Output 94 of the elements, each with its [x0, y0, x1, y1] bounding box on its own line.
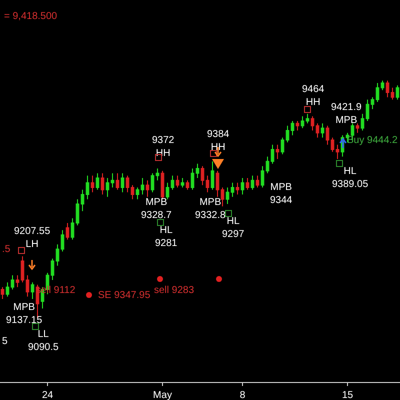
- candlestick: [366, 99, 370, 122]
- candlestick: [120, 172, 124, 193]
- candlestick: [230, 182, 234, 198]
- candlestick: [206, 175, 210, 193]
- candlestick: [6, 282, 10, 298]
- candlestick: [140, 177, 144, 196]
- candlestick: [166, 182, 170, 200]
- candlestick: [336, 144, 340, 160]
- candlestick: [60, 230, 64, 252]
- candlestick: [100, 172, 104, 196]
- annotation: 9421.9 MPB: [331, 102, 362, 126]
- candlestick: [20, 256, 24, 283]
- candlestick: [270, 144, 274, 164]
- x-tick-label: 15: [342, 390, 354, 400]
- candlestick: [250, 175, 254, 190]
- candlestick: [260, 166, 264, 188]
- candlestick: [70, 218, 74, 240]
- annotation: HL 9281: [155, 225, 178, 249]
- candlestick: [190, 168, 194, 190]
- candlestick: [170, 175, 174, 190]
- candlestick: [196, 163, 200, 178]
- candlestick: [370, 96, 374, 110]
- annotation: 9207.55 LH: [14, 226, 51, 250]
- text: 5: [2, 336, 8, 347]
- candlestick: [296, 120, 300, 131]
- candlestick: [156, 168, 160, 181]
- candlestick: [146, 180, 150, 198]
- x-tick-label: 8: [240, 390, 246, 400]
- candlestick: [326, 125, 330, 146]
- candlestick: [16, 274, 20, 288]
- candlestick: [256, 175, 260, 188]
- annotation: SE 9347.95: [98, 290, 151, 301]
- annotation: sell 9283: [154, 285, 194, 296]
- candlestick: [90, 175, 94, 193]
- candlestick: [210, 160, 214, 190]
- candlestick: [180, 177, 184, 188]
- candlestick: [246, 177, 250, 190]
- candlestick: [240, 177, 244, 196]
- annotation: MPB 9137.15: [6, 302, 43, 326]
- candlestick: [226, 186, 230, 205]
- candlestick: [330, 137, 334, 152]
- candlestick: [236, 182, 240, 196]
- candlestick: [176, 175, 180, 188]
- candlestick: [186, 180, 190, 190]
- text: LL 9090.5: [28, 329, 60, 353]
- candlestick: [286, 125, 290, 143]
- candlestick: [356, 122, 360, 134]
- candlestick: [300, 116, 304, 129]
- candlestick: [360, 113, 364, 131]
- annotation: MPB 9332.8: [195, 197, 226, 221]
- x-tick-label: 24: [42, 390, 54, 400]
- candlestick: [290, 120, 294, 136]
- candlestick: [396, 84, 400, 100]
- candlestick: [150, 172, 154, 193]
- annotation: .5: [2, 244, 11, 255]
- candlestick: [30, 282, 34, 300]
- candlestick: [80, 189, 84, 212]
- candlestick: [280, 137, 284, 155]
- candlestick: [10, 274, 14, 290]
- candlestick: [50, 258, 54, 280]
- candlestick: [216, 170, 220, 198]
- annotation: 9384 HH: [207, 129, 230, 153]
- candlestick: [86, 175, 90, 200]
- candlestick: [0, 286, 4, 300]
- annotation: HL 9389.05: [332, 166, 369, 190]
- candlestick: [76, 198, 80, 226]
- candlestick: [136, 186, 140, 200]
- candlestick: [320, 122, 324, 138]
- candlestick: [56, 244, 60, 266]
- candlestick: [96, 172, 100, 190]
- candlestick: [116, 172, 120, 190]
- annotation: MPB 9344: [270, 182, 293, 206]
- candlestick: [200, 166, 204, 186]
- candlestick: [26, 274, 30, 298]
- candlestick: [66, 222, 70, 240]
- candlestick: [316, 122, 320, 138]
- candlestick: [130, 184, 134, 200]
- candlestick: [306, 113, 310, 124]
- candlestick: [390, 87, 394, 100]
- annotation: MPB 9328.7: [141, 197, 172, 221]
- candlestick: [110, 172, 114, 188]
- candlestick: [220, 186, 224, 207]
- candlestick: [386, 80, 390, 98]
- annotation: 9464 HH: [302, 84, 325, 108]
- candlestick: [380, 80, 384, 91]
- candlestick: [126, 175, 130, 193]
- text: = 9,418.500: [4, 11, 58, 22]
- candlestick: [276, 144, 280, 160]
- candlestick: [310, 116, 314, 131]
- candlestick: [376, 82, 380, 103]
- candlestick: [106, 177, 110, 198]
- x-tick-label: May: [153, 390, 172, 400]
- candlestick: [266, 156, 270, 174]
- annotation: Buy 9444.2: [347, 135, 398, 146]
